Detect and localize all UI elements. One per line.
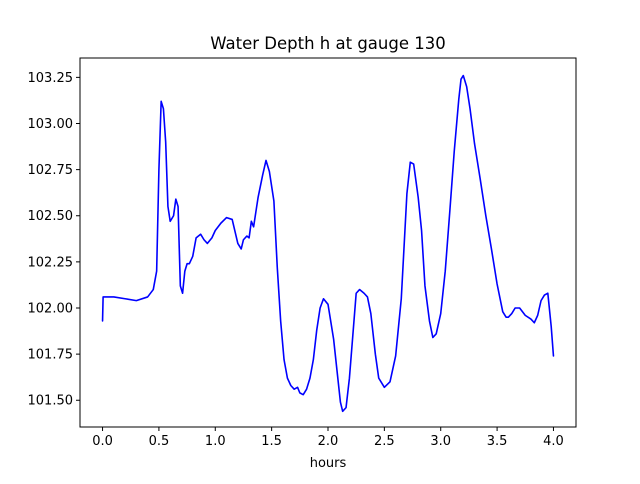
y-tick-label: 102.00 bbox=[28, 301, 74, 316]
y-tick-label: 103.00 bbox=[28, 117, 74, 132]
x-axis: 0.0 0.5 1.0 1.5 2.0 2.5 3.0 3.5 4.0 bbox=[92, 427, 564, 449]
x-axis-label: hours bbox=[310, 456, 347, 471]
x-tick-label: 1.5 bbox=[261, 434, 282, 449]
y-axis: 101.50 101.75 102.00 102.25 102.50 102.75 103.… bbox=[28, 71, 80, 409]
y-tick-label: 101.75 bbox=[28, 348, 74, 363]
y-tick-label: 101.50 bbox=[28, 394, 74, 409]
x-tick-label: 3.0 bbox=[430, 434, 451, 449]
x-tick-label: 1.0 bbox=[205, 434, 226, 449]
x-tick-label: 2.0 bbox=[318, 434, 339, 449]
chart-title: Water Depth h at gauge 130 bbox=[210, 34, 445, 53]
plot-frame bbox=[79, 57, 577, 428]
x-tick-label: 2.5 bbox=[374, 434, 395, 449]
plot-area bbox=[101, 74, 555, 413]
x-tick-label: 0.5 bbox=[149, 434, 170, 449]
y-tick-label: 102.50 bbox=[28, 209, 74, 224]
series-line bbox=[101, 74, 555, 413]
y-tick-label: 102.75 bbox=[28, 163, 74, 178]
y-tick-label: 102.25 bbox=[28, 255, 74, 270]
x-tick-label: 0.0 bbox=[92, 434, 113, 449]
x-tick-label: 3.5 bbox=[487, 434, 508, 449]
x-tick-label: 4.0 bbox=[543, 434, 564, 449]
y-tick-label: 103.25 bbox=[28, 71, 74, 86]
